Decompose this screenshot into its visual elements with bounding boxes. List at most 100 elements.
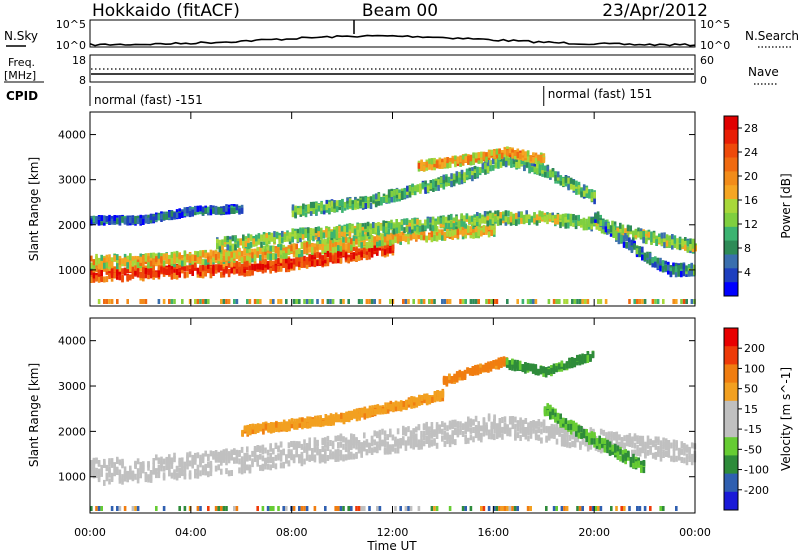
cell bbox=[448, 436, 452, 443]
cell bbox=[312, 201, 316, 208]
cell bbox=[433, 157, 436, 164]
cell bbox=[149, 268, 153, 275]
cell bbox=[262, 422, 265, 429]
cell bbox=[623, 443, 626, 449]
cell bbox=[498, 148, 501, 155]
cell bbox=[367, 202, 370, 209]
cell bbox=[365, 242, 369, 249]
cell bbox=[157, 299, 161, 304]
cell bbox=[402, 425, 405, 432]
cell bbox=[512, 213, 515, 220]
cell bbox=[286, 232, 289, 239]
cell bbox=[487, 231, 491, 238]
cell bbox=[246, 429, 249, 436]
cell bbox=[248, 454, 252, 461]
cell bbox=[370, 435, 374, 442]
cell bbox=[460, 220, 463, 227]
cell bbox=[316, 439, 319, 446]
cell bbox=[519, 427, 522, 434]
cell bbox=[165, 258, 168, 265]
cell bbox=[594, 216, 597, 223]
cell bbox=[247, 237, 250, 244]
cell bbox=[541, 170, 544, 177]
cell bbox=[364, 196, 368, 203]
cell bbox=[542, 419, 546, 426]
cell bbox=[342, 236, 345, 243]
cell bbox=[434, 180, 438, 187]
cell bbox=[567, 222, 570, 229]
cell bbox=[209, 259, 213, 266]
cell bbox=[395, 192, 399, 199]
cell bbox=[502, 154, 505, 161]
cell bbox=[368, 442, 371, 449]
cell bbox=[281, 230, 284, 237]
cell bbox=[413, 225, 417, 232]
cell bbox=[173, 469, 176, 476]
cell bbox=[100, 254, 103, 261]
cell bbox=[222, 251, 226, 258]
cell bbox=[299, 227, 302, 234]
cell bbox=[428, 163, 431, 170]
cell bbox=[136, 218, 140, 225]
cell bbox=[422, 424, 426, 431]
cell bbox=[142, 261, 145, 268]
cell bbox=[403, 187, 407, 194]
cell bbox=[126, 219, 129, 226]
cell bbox=[188, 473, 192, 480]
cell bbox=[116, 254, 119, 261]
cell bbox=[247, 243, 250, 250]
cell bbox=[399, 238, 402, 245]
cell bbox=[691, 246, 695, 252]
cell bbox=[287, 460, 291, 467]
cell bbox=[660, 237, 664, 244]
cell bbox=[650, 236, 653, 243]
cell bbox=[264, 266, 267, 273]
cell bbox=[438, 158, 442, 165]
cell bbox=[329, 256, 332, 263]
cell bbox=[547, 426, 551, 433]
cell bbox=[269, 249, 272, 256]
cell bbox=[356, 223, 359, 230]
cell bbox=[303, 445, 306, 452]
cell bbox=[305, 448, 309, 455]
cell bbox=[294, 212, 297, 219]
cell bbox=[129, 254, 132, 261]
cell bbox=[227, 453, 231, 460]
cell bbox=[661, 260, 665, 267]
cell bbox=[366, 221, 370, 228]
cell bbox=[476, 212, 479, 218]
cell bbox=[641, 299, 644, 304]
cell bbox=[103, 276, 106, 283]
cell bbox=[243, 425, 247, 432]
cell bbox=[459, 299, 462, 304]
cell bbox=[521, 423, 525, 430]
cell bbox=[259, 263, 262, 270]
cell bbox=[126, 267, 129, 273]
cell bbox=[110, 461, 114, 468]
cell bbox=[511, 421, 515, 428]
cell bbox=[472, 232, 475, 239]
cell bbox=[631, 441, 634, 448]
cell bbox=[266, 449, 270, 456]
cell bbox=[374, 193, 378, 200]
cell bbox=[333, 229, 336, 236]
cell bbox=[267, 422, 270, 429]
cell bbox=[671, 239, 674, 246]
colorbar-swatch bbox=[724, 199, 738, 214]
cell bbox=[646, 449, 650, 456]
cell bbox=[256, 446, 259, 452]
cell bbox=[222, 205, 226, 212]
cell bbox=[420, 430, 423, 437]
cell bbox=[507, 159, 511, 166]
cell bbox=[422, 229, 426, 236]
cell bbox=[155, 214, 158, 221]
cell bbox=[642, 237, 645, 244]
cell bbox=[515, 162, 518, 168]
cell bbox=[170, 273, 174, 280]
cell bbox=[525, 214, 528, 221]
nsearch-label: N.Search bbox=[745, 29, 799, 43]
cell bbox=[209, 272, 213, 279]
cell bbox=[312, 229, 315, 236]
cell bbox=[244, 241, 248, 247]
cell bbox=[391, 233, 395, 240]
